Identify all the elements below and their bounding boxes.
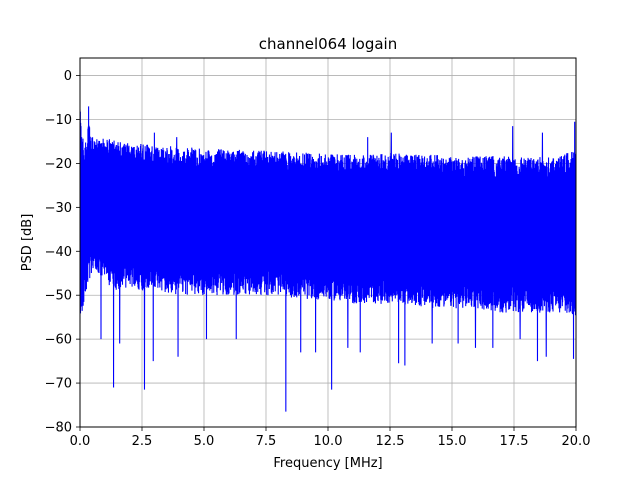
y-tick-label: −40 (45, 245, 72, 260)
x-tick-label: 15.0 (438, 434, 467, 449)
x-tick-label: 20.0 (562, 434, 591, 449)
x-tick-label: 17.5 (500, 434, 529, 449)
x-tick-label: 5.0 (194, 434, 215, 449)
y-tick-label: −80 (45, 421, 72, 436)
x-tick-label: 10.0 (314, 434, 343, 449)
y-tick-label: 0 (64, 69, 72, 84)
x-axis-label: Frequency [MHz] (273, 456, 382, 471)
y-tick-label: −60 (45, 333, 72, 348)
chart-title: channel064 logain (259, 35, 398, 53)
x-tick-label: 7.5 (256, 434, 277, 449)
y-tick-label: −10 (45, 113, 72, 128)
y-tick-label: −20 (45, 157, 72, 172)
y-axis-label: PSD [dB] (20, 214, 35, 272)
x-tick-label: 2.5 (132, 434, 153, 449)
x-tick-label: 0.0 (70, 434, 91, 449)
y-tick-label: −50 (45, 289, 72, 304)
psd-series-line (80, 106, 576, 412)
y-tick-label: −30 (45, 201, 72, 216)
axis-ticks: 0.0 2.5 5.0 7.5 10.0 12.5 15.0 17.5 20.0 0 −10 −20 −… (45, 69, 591, 449)
series-layer (80, 106, 576, 412)
y-tick-label: −70 (45, 377, 72, 392)
x-tick-label: 12.5 (376, 434, 405, 449)
